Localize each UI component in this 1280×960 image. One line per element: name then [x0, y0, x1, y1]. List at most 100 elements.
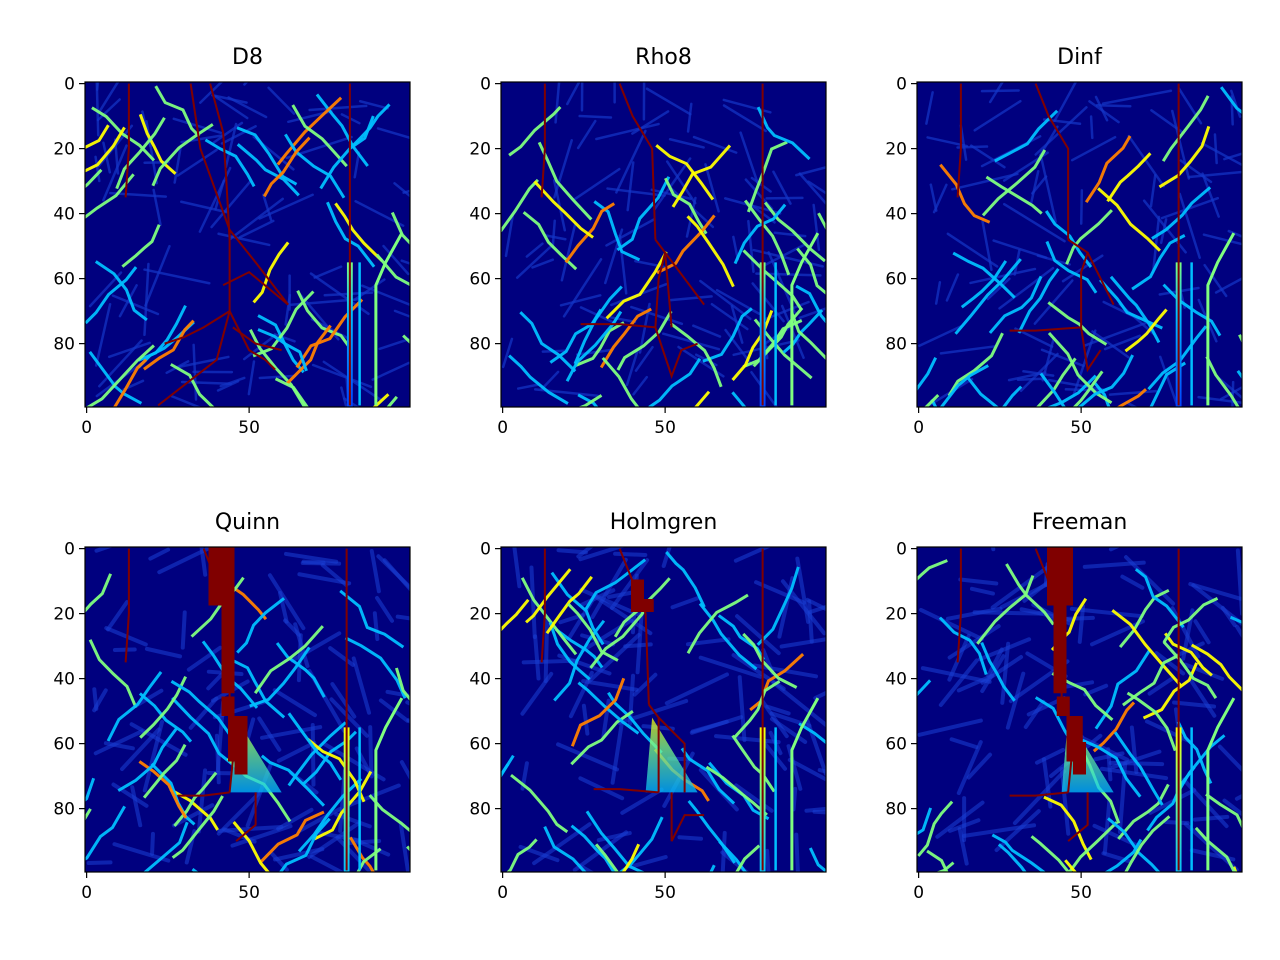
y-tick-label: 80 — [469, 335, 491, 355]
x-tick-label: 50 — [238, 418, 260, 438]
y-tick-label: 40 — [885, 205, 907, 225]
subplot-d8: D8 0 20 40 60 80 0 50 — [53, 45, 411, 438]
x-tick-label: 0 — [913, 883, 924, 903]
subplot-dinf: Dinf 0 20 40 60 80 0 50 — [885, 45, 1243, 438]
axes-frame — [916, 81, 1243, 408]
main-flow-paths — [540, 548, 764, 871]
flow-path-5 — [580, 323, 656, 329]
flow-path-0 — [124, 548, 130, 663]
flow-path-2 — [1034, 83, 1070, 240]
saturated-cell-block-2 — [1056, 696, 1070, 716]
flow-path-4 — [657, 716, 686, 793]
axes-frame — [84, 546, 411, 873]
flow-path-5 — [1009, 326, 1082, 332]
flow-path-4 — [664, 252, 705, 306]
x-tick-label: 50 — [238, 883, 260, 903]
y-tick-label: 0 — [64, 540, 75, 560]
heatmap-background — [917, 547, 1242, 872]
y-tick-label: 80 — [469, 800, 491, 820]
flow-path-4 — [228, 229, 289, 306]
subplot-freeman: Freeman 0 20 40 60 80 0 50 — [885, 510, 1243, 903]
axes-frame — [916, 546, 1243, 873]
x-tick-label: 50 — [654, 883, 676, 903]
flow-path-9 — [157, 310, 231, 407]
y-tick-label: 0 — [64, 75, 75, 95]
y-tick-label: 40 — [885, 670, 907, 690]
main-flow-paths — [956, 547, 1180, 871]
flow-path-2 — [618, 83, 657, 240]
y-tick-label: 0 — [896, 75, 907, 95]
flow-path-2 — [189, 83, 231, 312]
flow-path-4 — [1086, 252, 1115, 306]
subplot-rho8: Rho8 0 20 40 60 80 0 50 — [469, 45, 827, 438]
y-tick-label: 60 — [53, 735, 75, 755]
y-tick-label: 60 — [885, 270, 907, 290]
y-tick-label: 20 — [53, 605, 75, 625]
y-tick-label: 80 — [53, 800, 75, 820]
flow-path-3 — [209, 83, 231, 240]
flow-path-4 — [1009, 791, 1069, 797]
y-tick-label: 20 — [53, 140, 75, 160]
subplot-title: Dinf — [1057, 45, 1103, 70]
flow-path-6 — [654, 327, 698, 380]
subplot-quinn: Quinn 0 20 40 60 80 0 50 — [53, 510, 411, 903]
flow-path-3 — [648, 704, 660, 793]
flow-path-5 — [235, 792, 257, 842]
x-tick-label: 50 — [654, 418, 676, 438]
flow-path-6 — [164, 310, 231, 345]
y-tick-label: 20 — [885, 140, 907, 160]
heatmap-texture — [917, 82, 1242, 407]
flow-path-0 — [540, 83, 546, 198]
x-tick-label: 50 — [1070, 418, 1092, 438]
saturated-cell-block-4 — [234, 742, 248, 775]
y-tick-label: 0 — [480, 540, 491, 560]
axes-frame — [500, 546, 827, 873]
flow-path-5 — [222, 270, 289, 306]
x-tick-label: 0 — [81, 418, 92, 438]
y-tick-label: 40 — [53, 670, 75, 690]
flow-path-0 — [124, 83, 130, 198]
saturated-cell-block-1 — [644, 599, 654, 612]
y-tick-label: 60 — [53, 270, 75, 290]
y-tick-label: 20 — [469, 140, 491, 160]
flow-path-3 — [1067, 238, 1089, 328]
subplot-title: Quinn — [215, 510, 280, 535]
main-flow-paths — [540, 83, 764, 406]
flow-path-4 — [177, 791, 230, 797]
saturated-cell-block-2 — [221, 696, 235, 716]
saturated-cell-block-1 — [1053, 595, 1067, 694]
flow-path-7 — [664, 252, 673, 328]
x-tick-label: 50 — [1070, 883, 1092, 903]
flow-path-3 — [654, 239, 667, 328]
flow-path-5 — [593, 788, 659, 794]
x-tick-label: 0 — [497, 883, 508, 903]
heatmap-background — [917, 82, 1242, 407]
saturated-cell-block-0 — [631, 579, 644, 612]
subplot-title: Holmgren — [610, 510, 718, 535]
y-tick-label: 40 — [469, 670, 491, 690]
y-tick-label: 80 — [885, 800, 907, 820]
flow-path-6 — [670, 792, 705, 842]
main-flow-paths — [124, 83, 351, 407]
y-tick-label: 40 — [469, 205, 491, 225]
flow-path-7 — [228, 310, 276, 371]
y-tick-label: 60 — [885, 735, 907, 755]
flow-path-8 — [232, 326, 282, 352]
x-tick-label: 0 — [81, 883, 92, 903]
flow-path-6 — [1080, 327, 1102, 373]
axes-frame — [84, 81, 411, 408]
y-tick-label: 0 — [480, 75, 491, 95]
subplot-title: Rho8 — [635, 45, 692, 70]
y-tick-label: 20 — [885, 605, 907, 625]
y-tick-label: 80 — [885, 335, 907, 355]
main-flow-paths — [124, 547, 348, 871]
y-tick-label: 80 — [53, 335, 75, 355]
y-tick-label: 40 — [53, 205, 75, 225]
flow-path-0 — [540, 548, 546, 663]
y-tick-label: 60 — [469, 735, 491, 755]
x-tick-label: 0 — [913, 418, 924, 438]
x-tick-label: 0 — [497, 418, 508, 438]
saturated-cell-block-4 — [1073, 742, 1086, 775]
axes-frame — [500, 81, 827, 408]
